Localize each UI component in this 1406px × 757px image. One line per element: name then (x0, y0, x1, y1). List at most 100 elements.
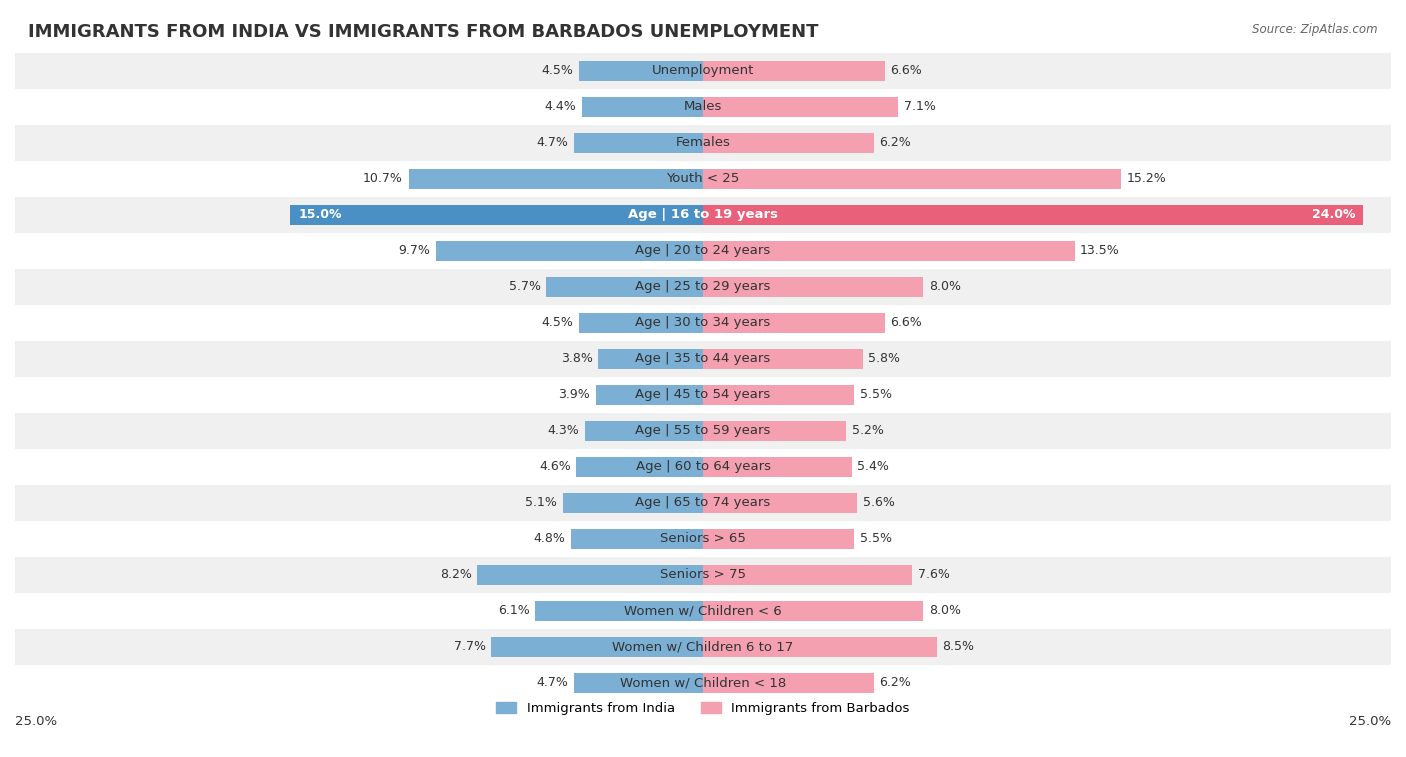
Text: Age | 65 to 74 years: Age | 65 to 74 years (636, 497, 770, 509)
Text: 25.0%: 25.0% (15, 715, 58, 728)
Text: Age | 16 to 19 years: Age | 16 to 19 years (628, 208, 778, 221)
Bar (703, 565, 912, 585)
Text: 6.2%: 6.2% (879, 136, 911, 149)
Text: 6.2%: 6.2% (879, 677, 911, 690)
Text: 7.6%: 7.6% (918, 569, 949, 581)
Text: Age | 25 to 29 years: Age | 25 to 29 years (636, 280, 770, 294)
Text: 5.1%: 5.1% (526, 497, 557, 509)
Text: 4.7%: 4.7% (536, 136, 568, 149)
Text: 5.5%: 5.5% (860, 388, 891, 401)
Text: Seniors > 65: Seniors > 65 (659, 532, 747, 545)
Text: 4.3%: 4.3% (547, 425, 579, 438)
Text: 6.6%: 6.6% (890, 316, 922, 329)
Bar (703, 241, 1074, 261)
Bar (579, 61, 703, 81)
Text: 10.7%: 10.7% (363, 173, 404, 185)
Bar (571, 529, 703, 549)
Text: 6.1%: 6.1% (498, 604, 530, 618)
Text: 15.2%: 15.2% (1126, 173, 1167, 185)
Bar (703, 132, 873, 153)
Bar (290, 205, 703, 225)
Text: 5.7%: 5.7% (509, 280, 541, 294)
Bar (703, 277, 924, 297)
Text: 5.6%: 5.6% (863, 497, 894, 509)
Text: 15.0%: 15.0% (298, 208, 342, 221)
Bar (703, 169, 1122, 189)
Text: 3.9%: 3.9% (558, 388, 591, 401)
Bar (703, 349, 863, 369)
Text: 7.7%: 7.7% (454, 640, 485, 653)
Text: 13.5%: 13.5% (1080, 245, 1119, 257)
Bar (576, 456, 703, 477)
Text: Age | 45 to 54 years: Age | 45 to 54 years (636, 388, 770, 401)
Text: 5.8%: 5.8% (868, 352, 900, 366)
Bar (703, 601, 924, 621)
Text: 4.7%: 4.7% (536, 677, 568, 690)
Text: 6.6%: 6.6% (890, 64, 922, 77)
Text: 5.4%: 5.4% (858, 460, 889, 473)
Bar (579, 313, 703, 333)
Text: Women w/ Children < 6: Women w/ Children < 6 (624, 604, 782, 618)
Bar (15, 485, 1391, 521)
Text: Males: Males (683, 101, 723, 114)
Text: 8.5%: 8.5% (942, 640, 974, 653)
Bar (15, 557, 1391, 593)
Text: Females: Females (675, 136, 731, 149)
Bar (585, 421, 703, 441)
Bar (15, 89, 1391, 125)
Bar (536, 601, 703, 621)
Text: Women w/ Children 6 to 17: Women w/ Children 6 to 17 (613, 640, 793, 653)
Bar (436, 241, 703, 261)
Bar (703, 456, 852, 477)
Bar (703, 97, 898, 117)
Text: 4.5%: 4.5% (541, 316, 574, 329)
Bar (477, 565, 703, 585)
Text: Seniors > 75: Seniors > 75 (659, 569, 747, 581)
Bar (703, 313, 884, 333)
Text: Age | 55 to 59 years: Age | 55 to 59 years (636, 425, 770, 438)
Text: IMMIGRANTS FROM INDIA VS IMMIGRANTS FROM BARBADOS UNEMPLOYMENT: IMMIGRANTS FROM INDIA VS IMMIGRANTS FROM… (28, 23, 818, 41)
Bar (703, 637, 936, 657)
Text: 4.6%: 4.6% (538, 460, 571, 473)
Bar (703, 493, 858, 513)
Text: Age | 60 to 64 years: Age | 60 to 64 years (636, 460, 770, 473)
Text: 25.0%: 25.0% (1348, 715, 1391, 728)
Bar (703, 205, 1364, 225)
Bar (546, 277, 703, 297)
Bar (574, 132, 703, 153)
Text: Source: ZipAtlas.com: Source: ZipAtlas.com (1253, 23, 1378, 36)
Bar (15, 377, 1391, 413)
Bar (15, 125, 1391, 160)
Text: 4.5%: 4.5% (541, 64, 574, 77)
Bar (703, 61, 884, 81)
Text: 8.2%: 8.2% (440, 569, 472, 581)
Text: 7.1%: 7.1% (904, 101, 936, 114)
Text: Age | 35 to 44 years: Age | 35 to 44 years (636, 352, 770, 366)
Text: 5.2%: 5.2% (852, 425, 883, 438)
Bar (703, 673, 873, 693)
Bar (15, 269, 1391, 305)
Bar (703, 385, 855, 405)
Bar (15, 53, 1391, 89)
Bar (15, 665, 1391, 701)
Text: Unemployment: Unemployment (652, 64, 754, 77)
Bar (491, 637, 703, 657)
Legend: Immigrants from India, Immigrants from Barbados: Immigrants from India, Immigrants from B… (491, 696, 915, 720)
Text: 8.0%: 8.0% (929, 280, 960, 294)
Bar (15, 305, 1391, 341)
Text: Youth < 25: Youth < 25 (666, 173, 740, 185)
Text: Age | 30 to 34 years: Age | 30 to 34 years (636, 316, 770, 329)
Text: 8.0%: 8.0% (929, 604, 960, 618)
Bar (562, 493, 703, 513)
Bar (409, 169, 703, 189)
Bar (703, 421, 846, 441)
Bar (15, 197, 1391, 233)
Bar (15, 413, 1391, 449)
Text: 3.8%: 3.8% (561, 352, 593, 366)
Text: Age | 20 to 24 years: Age | 20 to 24 years (636, 245, 770, 257)
Bar (574, 673, 703, 693)
Bar (15, 341, 1391, 377)
Bar (703, 529, 855, 549)
Bar (15, 593, 1391, 629)
Bar (15, 521, 1391, 557)
